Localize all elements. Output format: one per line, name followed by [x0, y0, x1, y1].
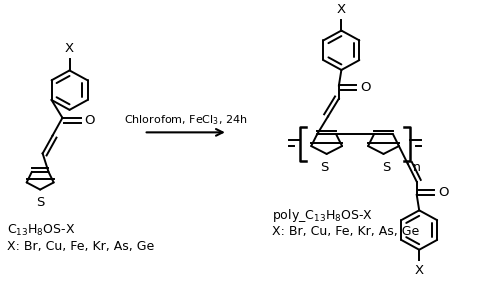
Text: poly_C$_{13}$H$_8$OS-X: poly_C$_{13}$H$_8$OS-X	[272, 207, 373, 225]
Text: X: X	[337, 4, 346, 16]
Text: S: S	[36, 196, 44, 209]
Text: O: O	[84, 114, 95, 127]
Text: X: Br, Cu, Fe, Kr, As, Ge: X: Br, Cu, Fe, Kr, As, Ge	[272, 225, 420, 238]
Text: C$_{13}$H$_8$OS-X: C$_{13}$H$_8$OS-X	[6, 223, 75, 238]
Text: O: O	[438, 186, 448, 199]
Text: X: X	[414, 264, 424, 277]
Text: S: S	[320, 160, 328, 173]
Text: n: n	[413, 161, 420, 174]
Text: S: S	[382, 160, 390, 173]
Text: X: Br, Cu, Fe, Kr, As, Ge: X: Br, Cu, Fe, Kr, As, Ge	[6, 240, 154, 253]
Text: O: O	[360, 81, 370, 94]
Text: X: X	[65, 42, 74, 55]
Text: Chlorofom, FeCl$_3$, 24h: Chlorofom, FeCl$_3$, 24h	[124, 113, 248, 127]
